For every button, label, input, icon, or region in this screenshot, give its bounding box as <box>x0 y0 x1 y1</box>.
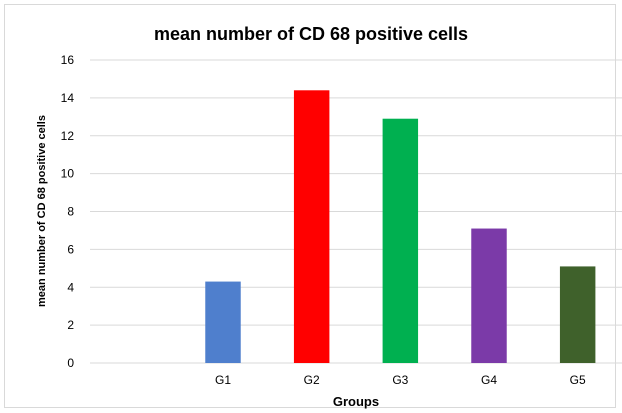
bar-G1 <box>205 281 241 363</box>
x-tick-label: G1 <box>215 373 231 387</box>
y-tick-label: 4 <box>67 280 74 294</box>
y-tick-label: 6 <box>67 242 74 256</box>
y-tick-label: 14 <box>61 91 75 105</box>
bar-G5 <box>559 266 596 363</box>
bar-G2 <box>293 90 330 364</box>
bar-G3 <box>382 118 419 363</box>
chart-title: mean number of CD 68 positive cells <box>153 24 469 44</box>
y-tick-label: 8 <box>67 205 74 219</box>
y-tick-label: 0 <box>67 356 74 370</box>
x-tick-label: G5 <box>570 373 586 387</box>
y-tick-label: 12 <box>61 129 75 143</box>
x-tick-label: G3 <box>392 373 408 387</box>
x-axis-label: Groups <box>332 394 380 409</box>
x-tick-label: G4 <box>481 373 497 387</box>
bar-G4 <box>471 228 507 363</box>
y-tick-label: 2 <box>67 318 74 332</box>
y-tick-label: 10 <box>61 167 75 181</box>
y-tick-label: 16 <box>61 53 75 67</box>
x-tick-label: G2 <box>304 373 320 387</box>
